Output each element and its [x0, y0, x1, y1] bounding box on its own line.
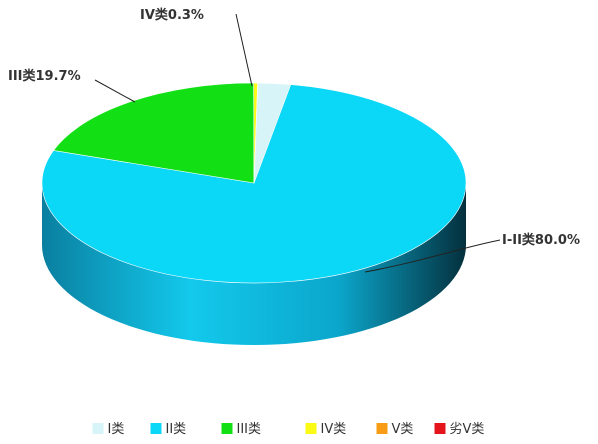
legend-swatch: [221, 423, 233, 434]
legend-label: I类: [108, 422, 125, 437]
leader-line-3: [235, 13, 253, 87]
pie-slice-1[interactable]: [41, 82, 467, 284]
legend-swatch: [376, 423, 388, 434]
leader-line-1: [364, 239, 501, 273]
legend-swatch: [92, 423, 104, 434]
legend-swatch: [150, 423, 162, 434]
legend-label: V类: [392, 422, 414, 437]
legend-item-1[interactable]: I类: [92, 422, 125, 437]
legend-label: III类: [237, 422, 262, 437]
legend-item-2[interactable]: II类: [150, 422, 187, 437]
legend-item-6[interactable]: 劣V类: [434, 422, 485, 437]
legend-item-5[interactable]: V类: [376, 422, 414, 437]
legend-item-3[interactable]: III类: [221, 422, 262, 437]
pie-top-layer: [41, 82, 467, 284]
leader-lines: [94, 13, 501, 273]
pie-side-wall: [42, 183, 466, 345]
legend-label: II类: [166, 422, 187, 437]
pie-slice-2[interactable]: [53, 82, 255, 184]
pie-side-layer: [42, 183, 466, 345]
legend-swatch: [434, 423, 446, 434]
pie-slice-pale: [253, 82, 292, 184]
data-label-1: I-II类80.0%: [502, 232, 580, 248]
legend-item-4[interactable]: IV类: [305, 422, 347, 437]
data-label-2: III类19.7%: [8, 68, 81, 84]
legend-swatch: [305, 423, 317, 434]
data-label-3: IV类0.3%: [140, 7, 204, 23]
legend-label: IV类: [321, 422, 347, 437]
leader-line-2: [94, 79, 136, 103]
data-labels: I-II类80.0% III类19.7% IV类0.3%: [8, 7, 580, 248]
legend: I类 II类 III类 IV类 V类 劣V类: [92, 422, 485, 437]
legend-label: 劣V类: [450, 422, 485, 437]
